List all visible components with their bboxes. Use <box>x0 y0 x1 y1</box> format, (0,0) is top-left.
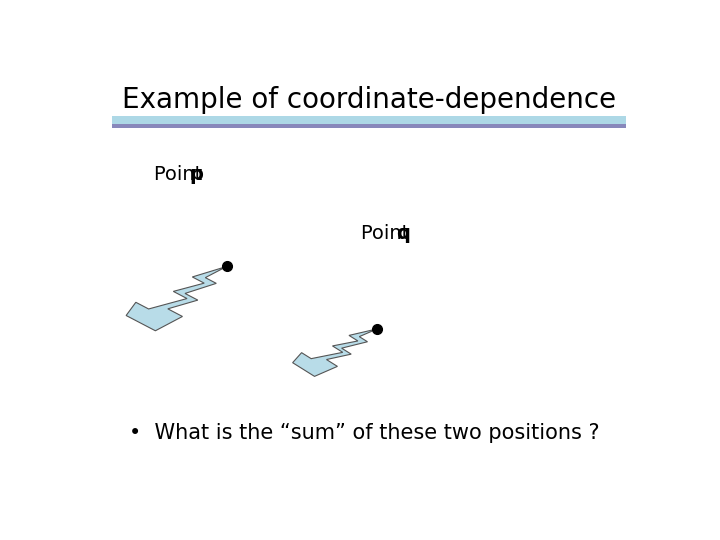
Polygon shape <box>292 329 377 376</box>
Text: q: q <box>396 224 410 242</box>
Text: Point: Point <box>361 224 415 242</box>
Text: p: p <box>189 165 203 185</box>
Polygon shape <box>126 266 227 331</box>
Text: •  What is the “sum” of these two positions ?: • What is the “sum” of these two positio… <box>129 423 600 443</box>
FancyBboxPatch shape <box>112 123 626 128</box>
Text: Point: Point <box>154 165 209 185</box>
Text: Example of coordinate-dependence: Example of coordinate-dependence <box>122 86 616 114</box>
FancyBboxPatch shape <box>112 116 626 124</box>
